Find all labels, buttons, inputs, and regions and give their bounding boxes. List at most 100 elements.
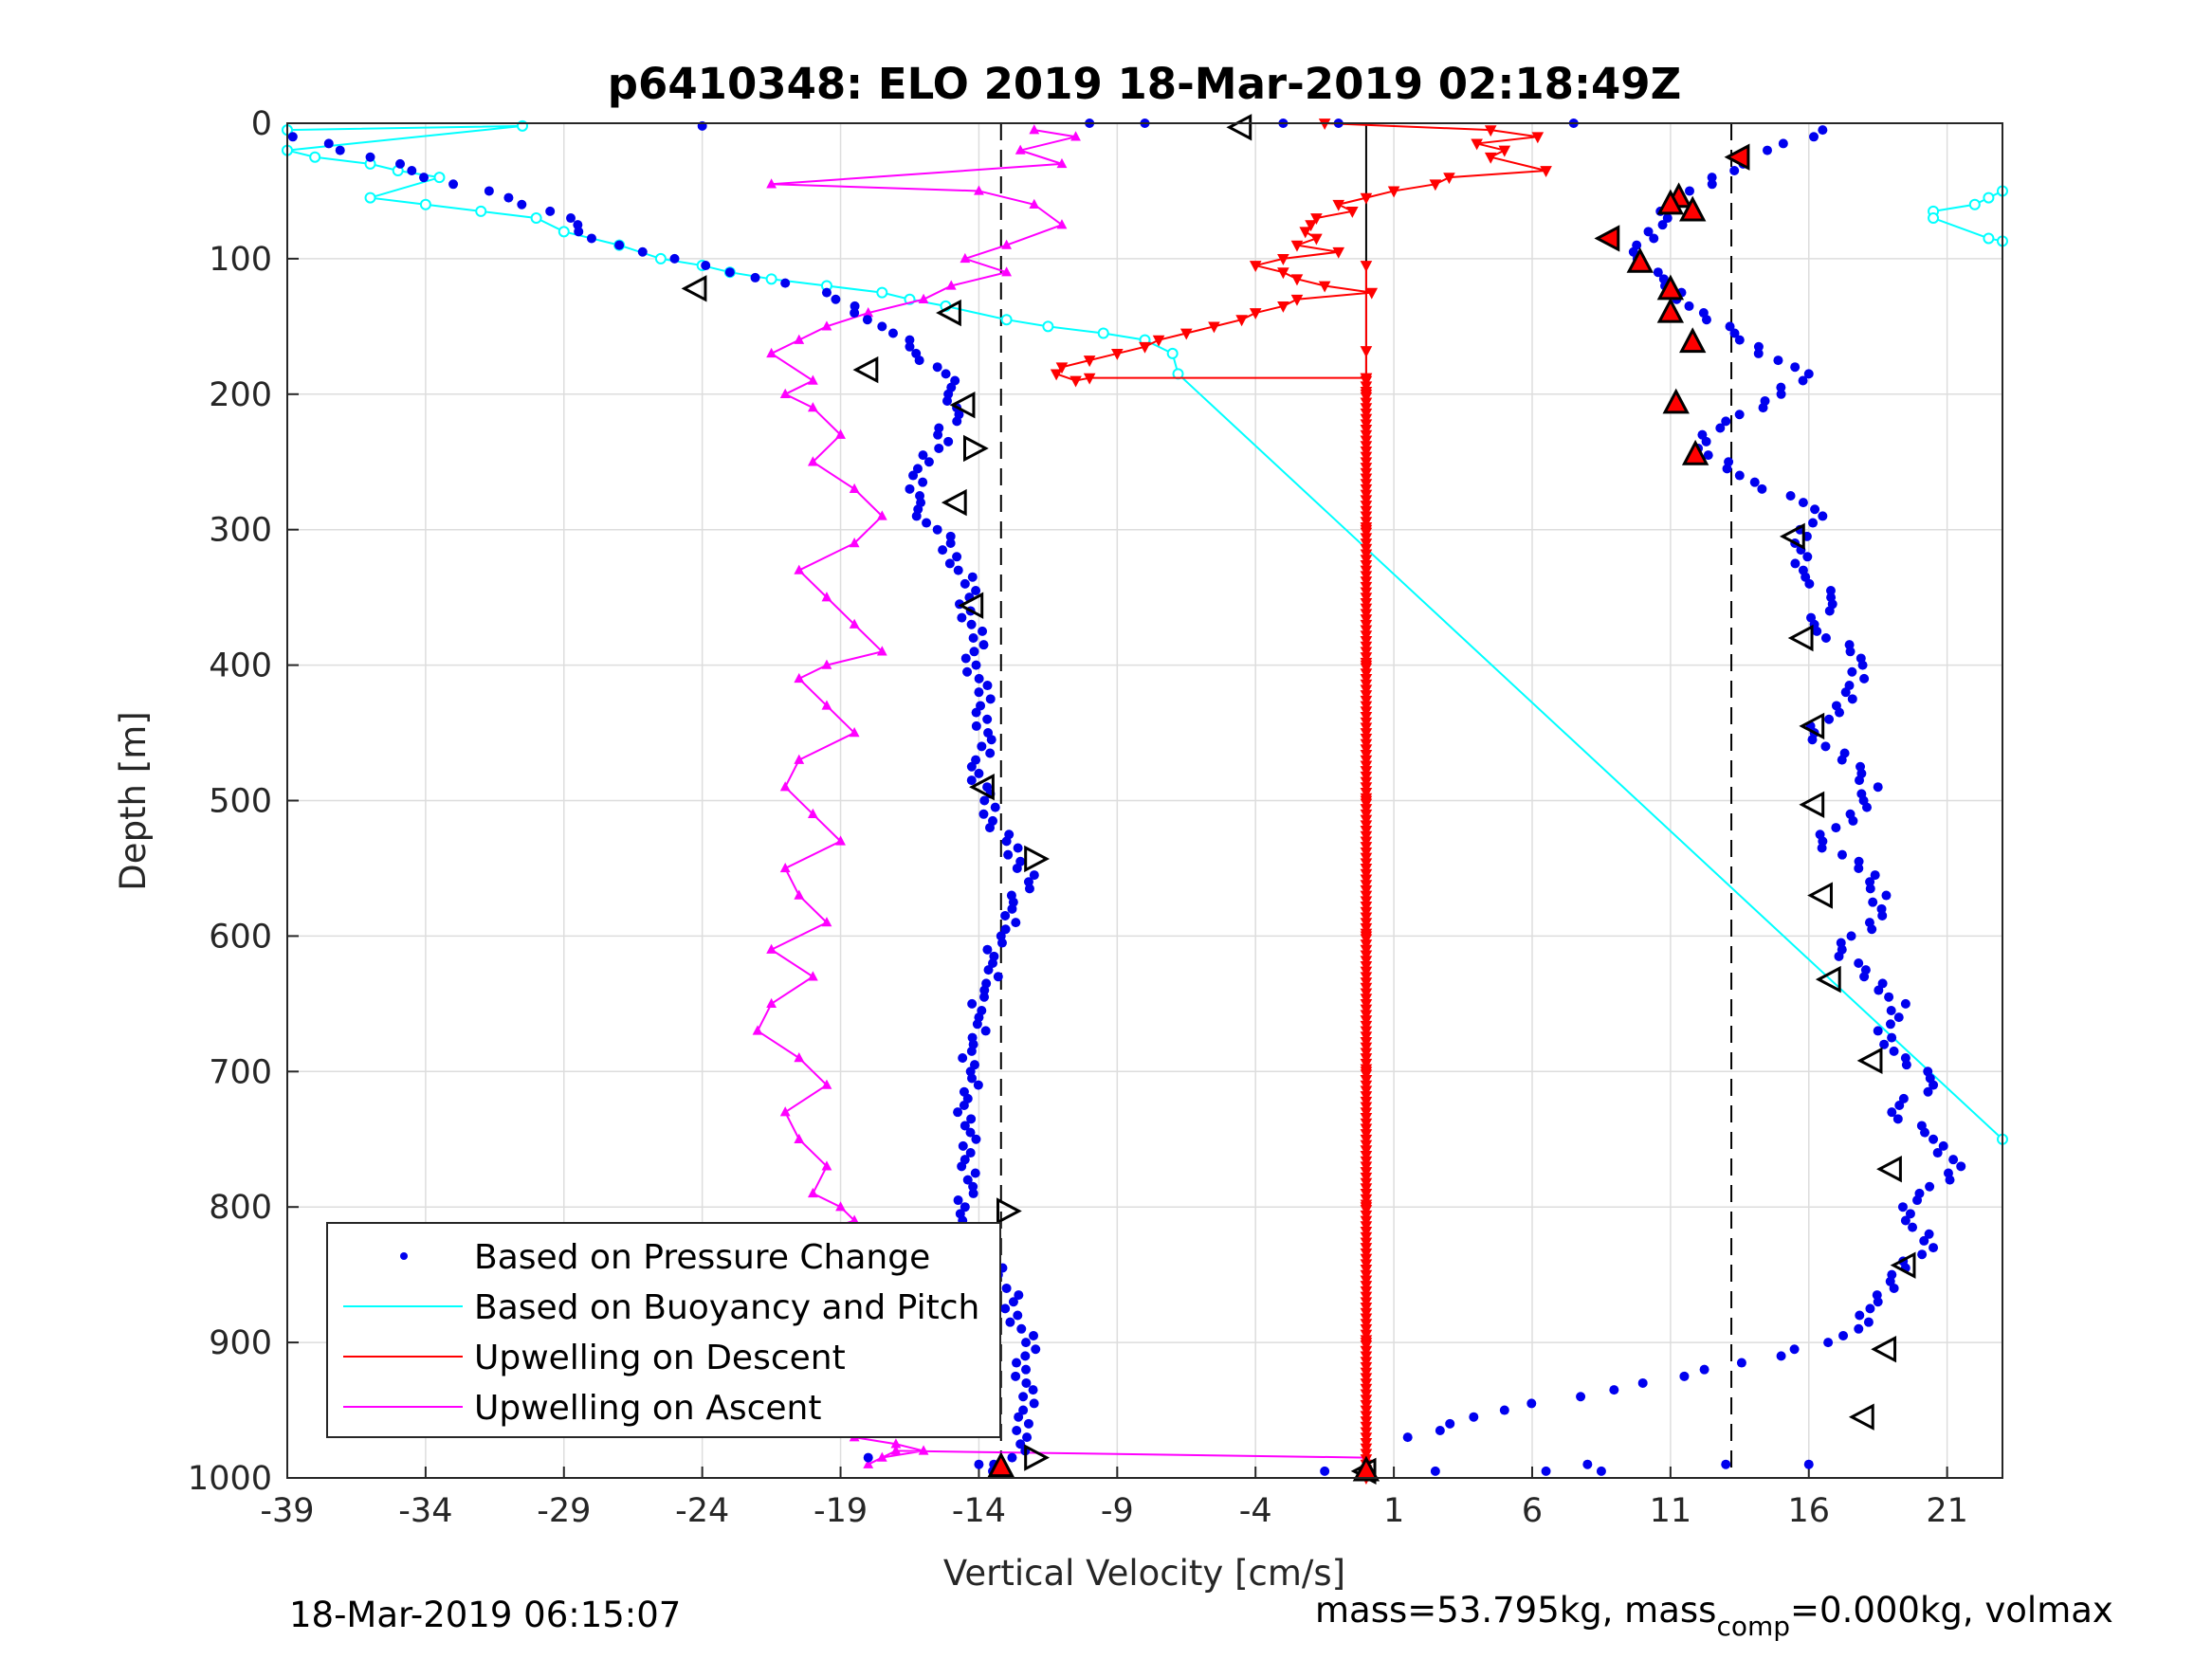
pressure-point bbox=[978, 640, 989, 650]
pressure-point bbox=[1884, 992, 1894, 1002]
pressure-point bbox=[982, 944, 993, 955]
pressure-point bbox=[966, 1046, 977, 1056]
pressure-point bbox=[1707, 179, 1717, 190]
descent-point bbox=[1360, 192, 1373, 205]
descent-point bbox=[1277, 267, 1289, 280]
pressure-point bbox=[908, 470, 919, 481]
pressure-point bbox=[977, 1005, 987, 1015]
pressure-point bbox=[1013, 843, 1023, 853]
ascent-point bbox=[794, 672, 805, 684]
pressure-point bbox=[1803, 369, 1814, 379]
descent-point bbox=[1360, 261, 1373, 273]
footer-mass-b: =0.000kg, volmax bbox=[1790, 1590, 2113, 1631]
open-triangle-marker bbox=[1871, 1336, 1897, 1363]
pressure-point bbox=[1867, 924, 1877, 935]
pressure-point bbox=[1789, 1344, 1800, 1355]
descent-point bbox=[1277, 254, 1289, 265]
pressure-point bbox=[1854, 1323, 1864, 1334]
open-triangle-marker bbox=[969, 774, 995, 801]
pressure-point bbox=[971, 586, 981, 596]
pressure-point bbox=[1889, 1283, 1899, 1293]
pressure-point bbox=[974, 687, 984, 698]
footer-timestamp: 18-Mar-2019 06:15:07 bbox=[289, 1595, 681, 1635]
pressure-point bbox=[971, 660, 981, 670]
buoyancy-point bbox=[1968, 198, 1981, 210]
pressure-point bbox=[1920, 1127, 1930, 1138]
pressure-point bbox=[1021, 1377, 1032, 1388]
filled-triangle-marker bbox=[1679, 327, 1707, 354]
ascent-point bbox=[794, 754, 805, 764]
ascent-point bbox=[960, 252, 971, 264]
pressure-point bbox=[1837, 849, 1847, 860]
pressure-point bbox=[996, 938, 1007, 948]
pressure-point bbox=[1812, 626, 1822, 636]
pressure-point bbox=[941, 395, 952, 406]
pressure-point bbox=[1707, 173, 1717, 183]
open-triangle-marker bbox=[941, 488, 967, 517]
pressure-point bbox=[923, 457, 934, 467]
pressure-point bbox=[1885, 1019, 1895, 1030]
ascent-point bbox=[876, 510, 887, 520]
descent-point bbox=[1360, 346, 1373, 358]
pressure-point bbox=[484, 186, 494, 196]
descent-point bbox=[1299, 227, 1312, 239]
pressure-point bbox=[962, 666, 973, 677]
pressure-point bbox=[1835, 707, 1845, 718]
ascent-point bbox=[807, 808, 818, 818]
descent-point bbox=[1290, 294, 1304, 306]
descent-point bbox=[1429, 179, 1442, 191]
pressure-point bbox=[1873, 1026, 1883, 1036]
pressure-point bbox=[1023, 1418, 1033, 1429]
ascent-point bbox=[876, 1451, 887, 1462]
pressure-point bbox=[1840, 687, 1851, 698]
pressure-point bbox=[922, 518, 932, 528]
ascent-point bbox=[876, 646, 887, 656]
x-tick-label: -29 bbox=[537, 1492, 591, 1530]
x-tick-label: 6 bbox=[1522, 1492, 1543, 1530]
x-tick-label: -24 bbox=[675, 1492, 729, 1530]
pressure-point bbox=[968, 1188, 978, 1198]
pressure-point bbox=[407, 166, 417, 176]
descent-point bbox=[1235, 315, 1248, 327]
pressure-point bbox=[821, 287, 832, 298]
pressure-point bbox=[958, 1053, 968, 1064]
legend-label-descent: Upwelling on Descent bbox=[474, 1339, 846, 1377]
pressure-point bbox=[945, 538, 956, 548]
pressure-point bbox=[1847, 694, 1857, 704]
pressure-point bbox=[990, 802, 1000, 812]
open-triangle-marker bbox=[1226, 114, 1252, 141]
descent-point bbox=[1387, 186, 1400, 198]
pressure-point bbox=[335, 145, 345, 155]
buoyancy-point bbox=[475, 205, 487, 217]
ascent-point bbox=[1015, 144, 1026, 155]
pressure-point bbox=[952, 416, 962, 427]
y-tick-label: 600 bbox=[209, 918, 272, 956]
pressure-point bbox=[1699, 1364, 1709, 1375]
pressure-point bbox=[965, 1148, 976, 1158]
pressure-point bbox=[1582, 1459, 1593, 1469]
pressure-point bbox=[1596, 1466, 1606, 1476]
pressure-point bbox=[962, 1175, 973, 1185]
pressure-point bbox=[974, 673, 984, 684]
pressure-point bbox=[1855, 1310, 1865, 1321]
pressure-point bbox=[977, 741, 987, 752]
pressure-point bbox=[953, 1107, 963, 1118]
pressure-point bbox=[1758, 403, 1768, 413]
pressure-point bbox=[966, 1114, 977, 1124]
pressure-point bbox=[1008, 897, 1018, 907]
descent-point bbox=[1139, 341, 1151, 354]
pressure-point bbox=[982, 714, 993, 724]
descent-point bbox=[1277, 301, 1289, 313]
pressure-point bbox=[1022, 1432, 1033, 1443]
pressure-point bbox=[989, 951, 999, 961]
pressure-point bbox=[966, 619, 977, 629]
pressure-point bbox=[1897, 1202, 1908, 1212]
pressure-point bbox=[1803, 1459, 1814, 1469]
pressure-point bbox=[968, 633, 978, 644]
descent-point bbox=[1069, 375, 1082, 388]
descent-point bbox=[1290, 240, 1304, 252]
pressure-point bbox=[1715, 423, 1726, 433]
plot-frame bbox=[286, 122, 2003, 1479]
pressure-point bbox=[1725, 321, 1735, 332]
pressure-point bbox=[1870, 870, 1880, 881]
